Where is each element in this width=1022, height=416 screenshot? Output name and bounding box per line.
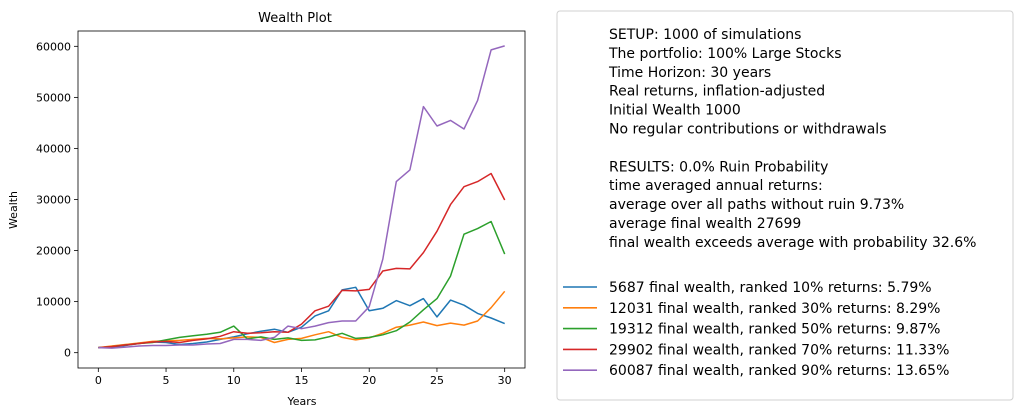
y-axis-label: Wealth	[7, 191, 20, 229]
setup-line-8: RESULTS: 0.0% Ruin Probability	[609, 159, 828, 175]
x-tick-label: 10	[227, 374, 241, 387]
y-tick-label: 60000	[36, 40, 71, 53]
y-tick-label: 10000	[36, 296, 71, 309]
series-line-4	[98, 172, 506, 349]
plot-area: 0 5 10 15 20 25 30 0 10000 20000 30000 40000 50000 60…	[36, 30, 526, 387]
y-tick-label: 50000	[36, 91, 71, 104]
setup-line-12: final wealth exceeds average with probab…	[609, 235, 976, 251]
x-tick-label: 5	[163, 374, 170, 387]
setup-line-6: No regular contributions or withdrawals	[609, 122, 886, 138]
plot-frame	[77, 30, 526, 369]
series-line-3	[98, 220, 506, 349]
setup-line-1: SETUP: 1000 of simulations	[609, 27, 801, 43]
setup-line-11: average final wealth 27699	[609, 216, 801, 232]
setup-line-9: time averaged annual returns:	[609, 178, 823, 194]
chart-title: Wealth Plot	[258, 11, 332, 26]
x-axis-label: Years	[286, 395, 316, 408]
x-tick-label: 30	[498, 374, 512, 387]
y-tick-label: 20000	[36, 245, 71, 258]
y-tick-label: 40000	[36, 142, 71, 155]
legend-box	[556, 10, 1014, 401]
legend-label-5: 60087 final wealth, ranked 90% returns: …	[609, 363, 949, 379]
x-tick-label: 0	[95, 374, 102, 387]
x-tick-label: 25	[430, 374, 444, 387]
legend-label-1: 5687 final wealth, ranked 10% returns: 5…	[609, 280, 932, 296]
legend-label-4: 29902 final wealth, ranked 70% returns: …	[609, 342, 949, 358]
setup-text-block: SETUP: 1000 of simulations The portfolio:…	[608, 27, 976, 251]
legend-label-3: 19312 final wealth, ranked 50% returns: …	[609, 322, 940, 338]
setup-line-2: The portfolio: 100% Large Stocks	[608, 46, 842, 62]
x-tick-label: 15	[295, 374, 309, 387]
series-line-1	[98, 286, 505, 349]
x-tick-label: 20	[362, 374, 376, 387]
setup-line-5: Initial Wealth 1000	[609, 103, 741, 119]
y-tick-label: 30000	[36, 194, 71, 207]
legend-label-2: 12031 final wealth, ranked 30% returns: …	[609, 301, 940, 317]
setup-line-4: Real returns, inflation-adjusted	[609, 84, 825, 100]
series-line-2	[98, 290, 506, 349]
setup-line-10: average over all paths without ruin 9.73…	[609, 197, 904, 213]
setup-line-3: Time Horizon: 30 years	[608, 65, 771, 81]
series-line-5	[98, 45, 505, 349]
y-tick-label: 0	[64, 347, 71, 360]
legend-entries: 5687 final wealth, ranked 10% returns: 5…	[563, 280, 949, 379]
